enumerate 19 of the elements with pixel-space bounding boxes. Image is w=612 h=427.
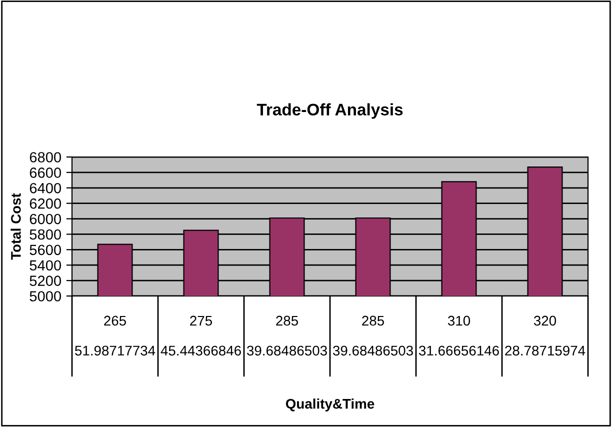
y-tick-label: 5400: [30, 260, 62, 271]
y-tick-label: 6400: [30, 182, 62, 194]
category-label: 285 39.68486503: [246, 316, 327, 356]
y-tick-label: 6000: [30, 214, 62, 224]
y-tick-label: 5000: [30, 291, 62, 302]
y-tick-label: 6800: [30, 152, 62, 162]
category-label: 285 39.68486503: [332, 316, 413, 356]
category-label: 275 45.44366846: [160, 316, 241, 356]
y-tick-label: 6200: [30, 198, 62, 209]
category-label: 265 51.98717734: [75, 316, 156, 356]
category-label: 320 28.78715974: [505, 316, 586, 356]
category-label: 310 31.66656146: [418, 316, 499, 356]
y-tick-label: 6600: [30, 168, 62, 178]
chart-title: Trade-Off Analysis: [256, 103, 403, 119]
y-tick-label: 5800: [30, 229, 62, 240]
text: Quality&Time: [286, 398, 374, 412]
y-tick-label: 5600: [30, 244, 62, 256]
y-tick-label: 5200: [30, 276, 62, 286]
y-axis-title: Total Cost: [10, 193, 21, 260]
